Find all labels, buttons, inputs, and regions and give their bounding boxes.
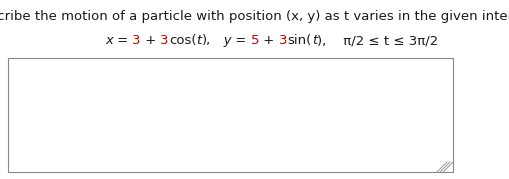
- Text: y: y: [210, 34, 231, 47]
- Text: +: +: [140, 34, 160, 47]
- Text: 3: 3: [160, 34, 168, 47]
- Text: +: +: [259, 34, 278, 47]
- Text: =: =: [112, 34, 132, 47]
- Text: Describe the motion of a particle with position (x, y) as t varies in the given : Describe the motion of a particle with p…: [0, 10, 509, 23]
- Text: ),    π/2 ≤ t ≤ 3π/2: ), π/2 ≤ t ≤ 3π/2: [317, 34, 437, 47]
- Text: 5: 5: [250, 34, 259, 47]
- Text: =: =: [231, 34, 250, 47]
- Text: ),: ),: [201, 34, 210, 47]
- Text: sin(: sin(: [287, 34, 311, 47]
- Text: t: t: [311, 34, 317, 47]
- Text: x: x: [105, 34, 112, 47]
- Text: 3: 3: [278, 34, 287, 47]
- Text: cos(: cos(: [168, 34, 196, 47]
- Text: 3: 3: [132, 34, 140, 47]
- Text: t: t: [196, 34, 201, 47]
- Bar: [8, 58, 452, 172]
